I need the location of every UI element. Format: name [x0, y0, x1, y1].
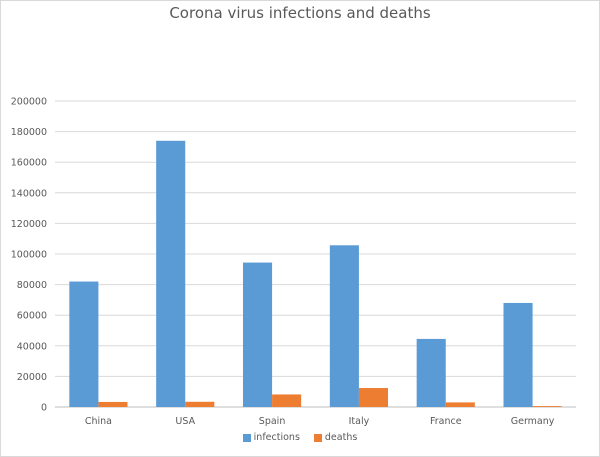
bar-deaths-france	[445, 402, 475, 407]
y-tick-label: 180000	[11, 127, 47, 138]
bar-infections-germany	[503, 302, 533, 407]
bar-infections-usa	[156, 140, 186, 407]
y-tick-label: 60000	[17, 311, 47, 322]
legend-swatch-deaths	[313, 433, 322, 442]
bar-deaths-china	[98, 401, 128, 407]
y-tick-label: 160000	[11, 158, 47, 169]
bar-deaths-spain	[272, 394, 302, 407]
legend: infections deaths	[1, 432, 599, 443]
legend-item-deaths: deaths	[313, 432, 358, 443]
bar-deaths-italy	[358, 388, 389, 407]
x-tick-label: Spain	[259, 416, 286, 427]
x-tick-label: USA	[175, 416, 195, 427]
x-tick-label: Germany	[511, 416, 555, 427]
y-tick-label: 80000	[17, 280, 47, 291]
legend-label-infections: infections	[253, 432, 300, 443]
legend-swatch-infections	[242, 433, 251, 442]
x-tick-label: China	[85, 416, 112, 427]
bar-infections-china	[69, 281, 99, 407]
bar-infections-italy	[329, 245, 359, 407]
x-tick-label: Italy	[349, 416, 370, 427]
y-tick-label: 100000	[11, 250, 47, 261]
y-tick-label: 200000	[11, 97, 47, 108]
y-tick-label: 120000	[11, 219, 47, 230]
y-tick-label: 40000	[17, 341, 47, 352]
bar-deaths-usa	[185, 401, 215, 407]
y-tick-label: 20000	[17, 372, 47, 383]
bar-deaths-germany	[532, 406, 562, 407]
y-tick-label: 140000	[11, 188, 47, 199]
y-tick-label: 0	[41, 403, 47, 414]
chart-title: Corona virus infections and deaths	[169, 4, 431, 22]
bar-chart: 0 20000 40000 60000 80000 100000 120000 140000 1…	[11, 97, 576, 427]
bar-infections-spain	[242, 262, 273, 407]
x-tick-label: France	[430, 416, 462, 427]
legend-item-infections: infections	[242, 432, 300, 443]
legend-label-deaths: deaths	[324, 432, 358, 443]
bar-infections-france	[416, 338, 446, 407]
